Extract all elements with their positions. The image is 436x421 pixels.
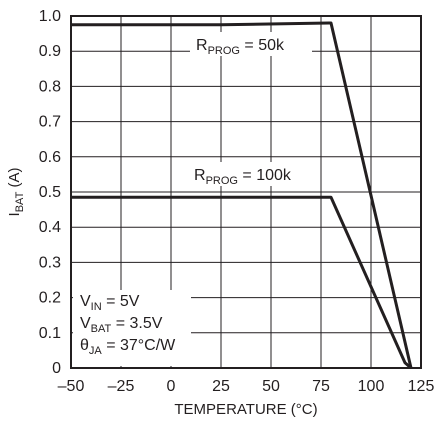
y-tick-label: 0.5 (39, 184, 61, 201)
x-tick-label: 50 (262, 378, 280, 395)
series-label-bg (188, 162, 316, 186)
series-line-1 (71, 21, 413, 369)
series-label-bg (190, 32, 312, 56)
condition-label: θJA = 37°C/W (80, 337, 176, 357)
condition-label: VIN = 5V (80, 293, 140, 313)
x-tick-label: –25 (108, 378, 135, 395)
y-tick-label: 0 (52, 360, 61, 377)
series-lines: RPROG = 50k RPROG = 100k (71, 21, 413, 370)
x-ticks: –50 –25 0 25 50 75 100 125 (58, 378, 435, 395)
y-tick-label: 0.1 (39, 325, 61, 342)
y-tick-label: 1.0 (39, 8, 61, 25)
y-tick-label: 0.2 (39, 290, 61, 307)
series-label-1: RPROG = 50k (196, 37, 285, 57)
series-line-2 (71, 195, 412, 370)
annotation-bg (73, 290, 191, 366)
y-axis-label: IBAT (A) (6, 168, 26, 217)
y-tick-label: 0.6 (39, 149, 61, 166)
x-tick-label: –50 (58, 378, 85, 395)
y-tick-label: 0.8 (39, 78, 61, 95)
y-tick-label: 0.9 (39, 43, 61, 60)
y-ticks: 0 0.1 0.2 0.3 0.4 0.5 0.6 0.7 0.8 0.9 1.0 (39, 8, 61, 377)
y-tick-label: 0.3 (39, 254, 61, 271)
y-tick-label: 0.7 (39, 114, 61, 131)
x-tick-label: 125 (408, 378, 435, 395)
x-tick-label: 25 (212, 378, 230, 395)
x-tick-label: 75 (312, 378, 330, 395)
y-tick-label: 0.4 (39, 219, 61, 236)
plot-frame (70, 15, 422, 369)
x-tick-label: 0 (167, 378, 176, 395)
x-axis-label: TEMPERATURE (°C) (174, 401, 317, 418)
x-tick-label: 100 (358, 378, 385, 395)
series-label-2: RPROG = 100k (194, 167, 292, 187)
condition-label: VBAT = 3.5V (80, 315, 163, 335)
